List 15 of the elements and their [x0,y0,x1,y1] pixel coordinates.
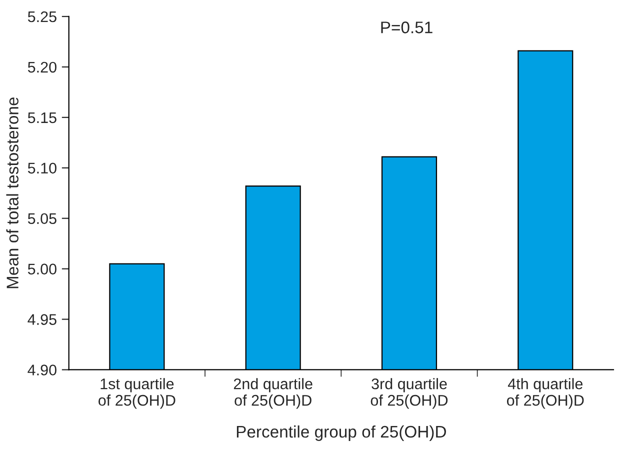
y-tick-label: 5.20 [28,62,56,73]
y-tick-label: 5.10 [28,162,56,174]
y-tick-label: 4.90 [28,364,56,376]
x-tick-label: 1st quartile of 25(OH)D [98,378,176,409]
y-tick-label: 5.25 [28,11,56,22]
annotation: P=0.51 [381,22,432,34]
y-tick-label: 4.95 [28,314,56,325]
x-axis-title: Percentile group of 25(OH)D [236,425,446,441]
x-tick-label: 2nd quartile of 25(OH)D [234,378,312,409]
x-tick-label: 4th quartile of 25(OH)D [506,378,584,409]
y-tick-label: 5.00 [28,264,56,274]
x-tick-label: 3rd quartile of 25(OH)D [370,378,448,409]
y-tick-label: 5.15 [28,112,56,124]
y-tick-label: 5.05 [28,213,56,224]
y-axis-title: Mean of total testosterone [6,97,18,288]
